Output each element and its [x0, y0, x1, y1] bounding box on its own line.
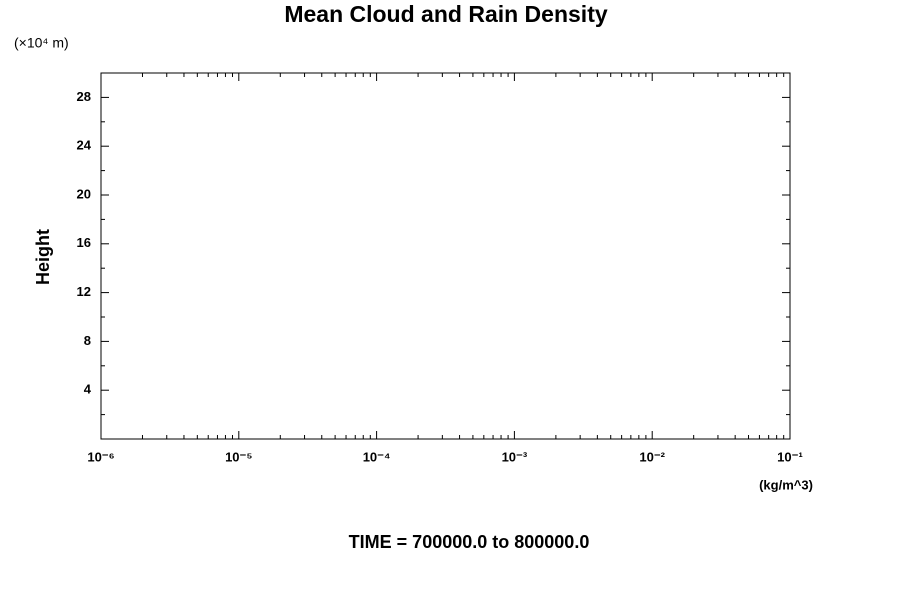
- x-tick-label: 10⁻¹: [777, 449, 803, 464]
- x-axis-label: (kg/m^3): [759, 477, 813, 492]
- x-tick-label: 10⁻³: [502, 449, 528, 464]
- y-tick-label: 28: [77, 89, 91, 104]
- chart-title: Mean Cloud and Rain Density: [284, 1, 608, 27]
- y-tick-label: 8: [84, 333, 91, 348]
- annotation: TIME = 700000.0 to 800000.0: [349, 532, 590, 552]
- y-tick-label: 4: [84, 382, 92, 397]
- x-tick-label: 10⁻⁴: [363, 449, 391, 464]
- y-tick-label: 12: [77, 284, 91, 299]
- x-tick-label: 10⁻²: [639, 449, 665, 464]
- x-tick-label: 10⁻⁵: [225, 449, 252, 464]
- x-tick-label: 10⁻⁶: [87, 449, 114, 464]
- y-tick-label: 24: [77, 138, 92, 153]
- y-tick-label: 20: [77, 186, 91, 201]
- plot-frame: [100, 72, 791, 440]
- y-unit-label: (×10⁴ m): [14, 35, 69, 51]
- y-axis-label: Height: [33, 229, 53, 285]
- y-tick-label: 16: [77, 235, 91, 250]
